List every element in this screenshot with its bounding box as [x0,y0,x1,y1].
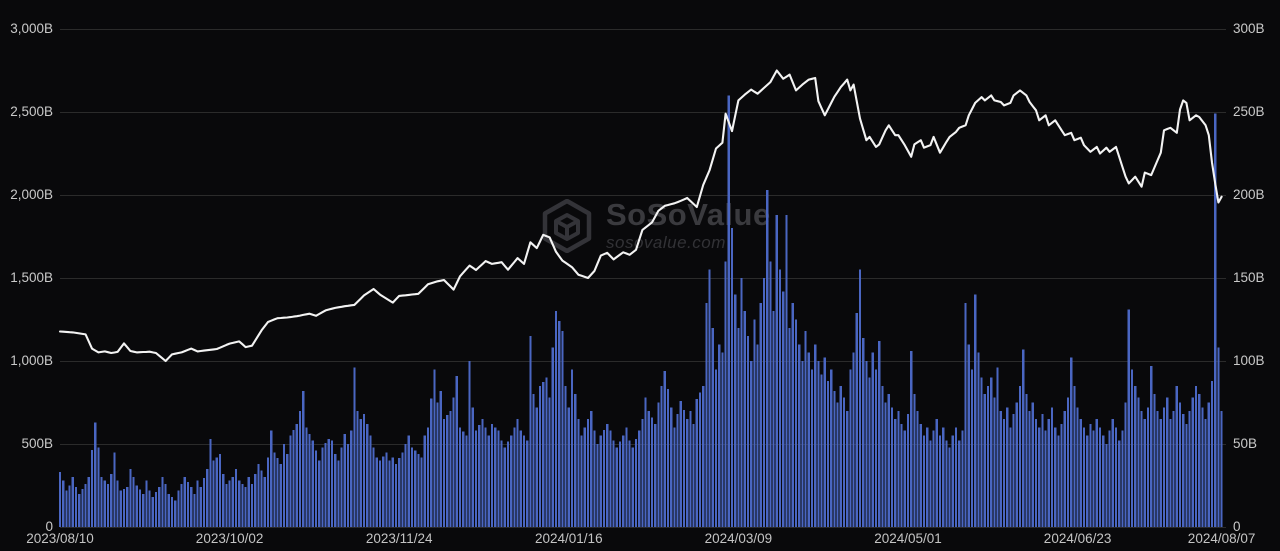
market-cap-line [58,69,1223,363]
volume-bars [58,95,1223,528]
